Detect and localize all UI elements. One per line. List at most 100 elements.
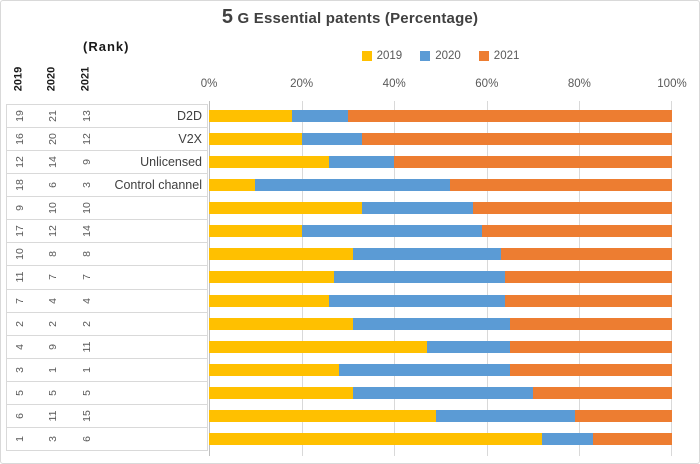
rank-table-row: 17 12 14 xyxy=(7,220,207,244)
rank-table-row: 18 6 3 Control channel xyxy=(7,174,207,198)
rank-value-2020: 3 xyxy=(47,435,59,442)
rank-value-2019: 7 xyxy=(14,297,26,304)
rank-table-row: 12 14 9 Unlicensed xyxy=(7,151,207,175)
rank-table-row: 11 7 7 xyxy=(7,266,207,290)
rank-value-2021: 8 xyxy=(81,251,93,258)
bar-row-category-8 xyxy=(209,271,672,284)
rank-header-2020: 2020 xyxy=(45,66,58,92)
x-axis-tick-label: 0% xyxy=(200,78,218,90)
rank-table: 19 21 13 D2D 16 20 12 V2X 12 14 9 Unlicensed 18 6 3 Con… xyxy=(6,104,208,451)
legend-swatch-2020 xyxy=(420,51,431,61)
legend-label: 2020 xyxy=(435,50,461,62)
bar-row-Unlicensed xyxy=(209,155,672,168)
rank-value-2020: 11 xyxy=(47,410,59,422)
legend-swatch-2019 xyxy=(361,51,372,61)
bar-segment-2019 xyxy=(209,410,436,423)
bar-segment-2020 xyxy=(329,294,506,307)
bar-segment-2021 xyxy=(347,109,672,122)
rank-value-2020: 14 xyxy=(47,156,59,168)
bar-segment-2021 xyxy=(500,248,672,261)
bar-segment-2021 xyxy=(533,387,672,400)
bar-segment-2019 xyxy=(209,363,339,376)
x-axis-tick-label: 80% xyxy=(567,78,591,90)
rank-value-2021: 5 xyxy=(81,389,93,396)
rank-value-2021: 10 xyxy=(81,202,93,215)
bar-segment-2019 xyxy=(209,294,330,307)
rank-value-2019: 19 xyxy=(14,110,26,122)
bar-segment-2019 xyxy=(209,387,353,400)
bar-segment-2020 xyxy=(361,202,473,215)
rank-value-2021: 15 xyxy=(81,410,93,422)
rank-table-row: 3 1 1 xyxy=(7,359,207,382)
rank-value-2019: 4 xyxy=(14,343,26,350)
rank-value-2021: 3 xyxy=(81,182,93,189)
bar-segment-2020 xyxy=(352,248,501,261)
rank-table-row: 16 20 12 V2X xyxy=(7,128,207,152)
bar-segment-2021 xyxy=(505,294,672,307)
rank-table-title: (Rank) xyxy=(83,39,130,54)
bar-segment-2020 xyxy=(352,387,534,400)
rank-value-2021: 14 xyxy=(81,225,93,238)
rank-value-2020: 12 xyxy=(47,225,59,238)
rank-value-2019: 6 xyxy=(14,412,26,419)
legend-swatch-2021 xyxy=(478,51,489,61)
rank-table-row: 19 21 13 D2D xyxy=(7,105,207,129)
stacked-bar xyxy=(209,410,672,423)
bar-segment-2020 xyxy=(338,363,510,376)
bar-row-D2D xyxy=(209,109,672,122)
stacked-bar xyxy=(209,433,672,446)
bar-segment-2019 xyxy=(209,317,353,330)
rank-value-2019: 18 xyxy=(14,179,26,192)
bar-segment-2019 xyxy=(209,225,302,238)
bar-row-category-5 xyxy=(209,202,672,215)
stacked-bar xyxy=(209,387,672,400)
bar-segment-2020 xyxy=(329,155,395,168)
bar-segment-2021 xyxy=(449,178,672,191)
rank-value-2020: 9 xyxy=(47,343,59,350)
rank-table-row: 7 4 4 xyxy=(7,290,207,313)
rank-value-2020: 7 xyxy=(47,274,59,281)
rank-value-2020: 21 xyxy=(47,110,59,122)
bar-row-category-7 xyxy=(209,248,672,261)
rank-value-2021: 7 xyxy=(81,274,93,281)
rank-value-2020: 2 xyxy=(47,320,59,327)
bar-segment-2019 xyxy=(209,248,353,261)
rank-value-2020: 6 xyxy=(47,182,59,189)
legend: 2019 2020 2021 xyxy=(209,50,672,62)
bars-area xyxy=(209,104,672,451)
bar-row-category-15 xyxy=(209,433,672,446)
bar-segment-2019 xyxy=(209,132,302,145)
bar-segment-2020 xyxy=(255,178,450,191)
bar-segment-2020 xyxy=(435,410,575,423)
bar-segment-2019 xyxy=(209,340,427,353)
rank-value-2021: 11 xyxy=(81,341,93,353)
bar-segment-2020 xyxy=(301,132,362,145)
rank-table-header: 2019 2020 2021 xyxy=(6,58,208,100)
bar-row-category-6 xyxy=(209,225,672,238)
rank-header-2019: 2019 xyxy=(12,66,25,92)
stacked-bar xyxy=(209,109,672,122)
bar-row-category-10 xyxy=(209,317,672,330)
bar-segment-2019 xyxy=(209,202,362,215)
bar-segment-2019 xyxy=(209,178,256,191)
rank-value-2019: 3 xyxy=(14,366,26,373)
rank-value-2019: 12 xyxy=(14,156,26,168)
bar-segment-2021 xyxy=(394,155,672,168)
chart-title: 5 G Essential patents (Percentage) xyxy=(221,6,479,28)
stacked-bar xyxy=(209,340,672,353)
bar-segment-2021 xyxy=(509,317,672,330)
legend-label: 2021 xyxy=(493,50,520,62)
rank-value-2019: 2 xyxy=(14,320,26,327)
x-axis-tick-label: 60% xyxy=(475,78,499,90)
bar-segment-2020 xyxy=(301,225,483,238)
bar-row-category-12 xyxy=(209,363,672,376)
rank-table-row: 6 11 15 xyxy=(7,405,207,428)
rank-value-2020: 8 xyxy=(47,251,59,258)
rank-table-row: 10 8 8 xyxy=(7,243,207,267)
stacked-bar xyxy=(209,294,672,307)
rank-table-row: 1 3 6 xyxy=(7,428,207,451)
stacked-bar xyxy=(209,155,672,168)
bar-segment-2021 xyxy=(472,202,672,215)
bar-segment-2021 xyxy=(509,340,672,353)
rank-table-row: 5 5 5 xyxy=(7,382,207,405)
